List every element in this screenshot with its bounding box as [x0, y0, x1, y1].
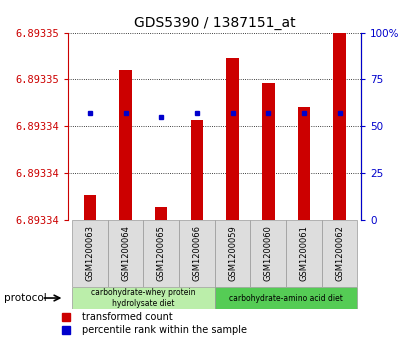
- Bar: [298, 107, 310, 220]
- Text: GSM1200064: GSM1200064: [121, 225, 130, 281]
- Bar: [322, 220, 357, 287]
- Bar: [72, 287, 215, 309]
- Bar: [108, 220, 144, 287]
- Text: GSM1200065: GSM1200065: [157, 225, 166, 281]
- Text: GSM1200063: GSM1200063: [85, 225, 94, 281]
- Title: GDS5390 / 1387151_at: GDS5390 / 1387151_at: [134, 16, 295, 30]
- Text: protocol: protocol: [4, 293, 47, 303]
- Bar: [190, 120, 203, 220]
- Bar: [226, 58, 239, 220]
- Text: GSM1200062: GSM1200062: [335, 225, 344, 281]
- Text: percentile rank within the sample: percentile rank within the sample: [82, 325, 247, 335]
- Bar: [286, 220, 322, 287]
- Bar: [155, 207, 168, 220]
- Bar: [215, 287, 357, 309]
- Text: GSM1200061: GSM1200061: [300, 225, 308, 281]
- Bar: [215, 220, 250, 287]
- Bar: [72, 220, 108, 287]
- Text: GSM1200060: GSM1200060: [264, 225, 273, 281]
- Bar: [250, 220, 286, 287]
- Text: carbohydrate-amino acid diet: carbohydrate-amino acid diet: [229, 294, 343, 302]
- Text: GSM1200059: GSM1200059: [228, 225, 237, 281]
- Text: carbohydrate-whey protein
hydrolysate diet: carbohydrate-whey protein hydrolysate di…: [91, 288, 195, 308]
- Text: transformed count: transformed count: [82, 313, 173, 322]
- Bar: [333, 33, 346, 220]
- Bar: [84, 195, 96, 220]
- Bar: [262, 82, 275, 220]
- Bar: [120, 70, 132, 220]
- Bar: [179, 220, 215, 287]
- Text: GSM1200066: GSM1200066: [193, 225, 201, 281]
- Bar: [144, 220, 179, 287]
